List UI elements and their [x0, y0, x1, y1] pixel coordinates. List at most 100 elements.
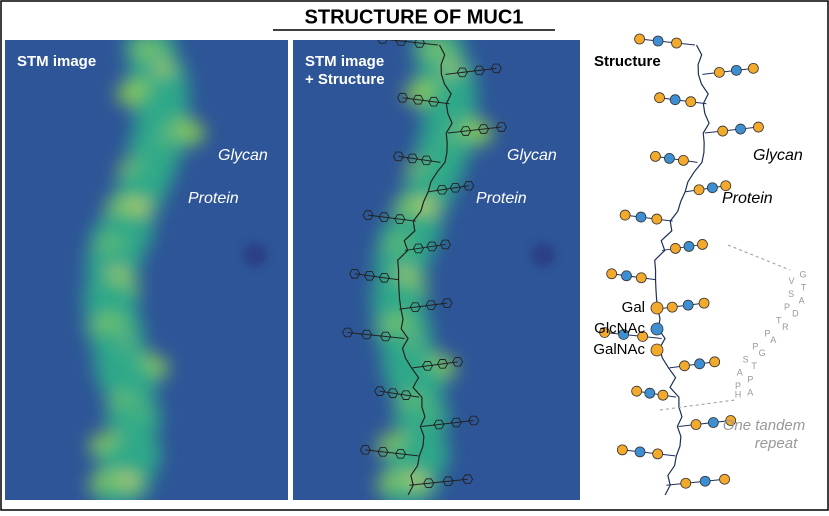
residue: A — [770, 335, 776, 345]
glycan-branch — [655, 155, 698, 163]
glycan-branch — [685, 185, 726, 193]
sugar-ring — [463, 180, 475, 191]
sugar-ring — [395, 40, 407, 46]
sugar-ring — [400, 390, 412, 400]
annotation: Glycan — [753, 147, 803, 164]
panel-label: STM image — [305, 53, 384, 70]
sugar-ring — [342, 327, 354, 338]
sugar — [654, 92, 665, 104]
glycan-branch — [622, 449, 676, 457]
sugar-ring — [468, 415, 480, 426]
sugar — [650, 150, 661, 162]
glycan-branch — [368, 214, 416, 222]
sugar — [635, 272, 647, 284]
sugar-ring — [421, 361, 434, 371]
sugar-ring — [362, 210, 374, 220]
sugar-ring — [363, 271, 376, 281]
glycan-branch — [666, 478, 725, 486]
residue: P — [747, 374, 753, 384]
sugar — [664, 152, 675, 164]
sugar-ring — [412, 243, 424, 254]
dark-spot — [531, 243, 555, 267]
sugar — [717, 125, 729, 137]
residue: H — [735, 389, 742, 399]
sugar-ring — [490, 63, 502, 74]
legend-label: Gal — [622, 299, 645, 316]
sugar — [669, 94, 681, 106]
sugar-ring — [423, 478, 435, 488]
sugar — [678, 154, 689, 166]
glycan-branch — [412, 361, 458, 369]
sugar-ring — [349, 269, 361, 279]
sugar — [683, 241, 695, 252]
legend-swatch — [650, 322, 664, 336]
glycan-branch — [421, 420, 474, 428]
sugar — [730, 64, 742, 76]
panel-label: STM image — [17, 53, 96, 70]
legend-label: GalNAc — [593, 341, 645, 358]
sugar — [720, 180, 732, 192]
sugar — [690, 419, 702, 430]
sugar-ring — [397, 92, 409, 103]
sugar — [616, 444, 628, 456]
tandem-label: One tandem — [723, 417, 806, 434]
tandem-label: repeat — [755, 435, 798, 452]
glycan-branch — [347, 331, 405, 339]
sugar — [679, 360, 690, 372]
sugar — [735, 123, 746, 135]
glycan-branch — [656, 302, 705, 310]
sugar — [709, 356, 721, 368]
glycan-branch — [636, 390, 677, 398]
sugar-ring — [460, 126, 472, 136]
sugar-ring — [392, 151, 404, 162]
legend-swatch — [650, 343, 664, 357]
glycan-branch — [402, 97, 450, 105]
title: STRUCTURE OF MUC1 — [305, 6, 524, 28]
residue: D — [792, 309, 799, 319]
glycan-branch — [445, 67, 497, 75]
stm-signal — [82, 40, 205, 500]
blob — [383, 481, 428, 500]
sugar-ring — [495, 122, 507, 132]
sugar — [725, 415, 737, 426]
residue: S — [788, 289, 794, 299]
residue: P — [752, 341, 758, 351]
residue: A — [747, 387, 753, 397]
glycan-branch — [669, 361, 715, 369]
sugar — [634, 446, 646, 458]
annotation: Glycan — [218, 147, 268, 164]
residue: A — [737, 368, 743, 378]
sugar-ring — [361, 329, 373, 340]
sugar — [644, 387, 656, 399]
glycan-branch — [678, 420, 731, 428]
sugar-ring — [426, 241, 438, 252]
residue: T — [751, 361, 757, 371]
sugar-ring — [374, 386, 386, 396]
sugar-ring — [433, 419, 445, 430]
sugar — [652, 35, 664, 47]
panel-label: Structure — [594, 53, 661, 70]
sugar — [693, 184, 705, 196]
residue: R — [782, 322, 789, 332]
sugar — [719, 473, 730, 485]
sugar — [713, 66, 725, 78]
sugar-ring — [437, 359, 449, 369]
sugar-ring — [441, 298, 453, 308]
sugar-ring — [414, 40, 426, 48]
residue: G — [799, 269, 806, 279]
glycan-branch — [611, 273, 657, 281]
sugar — [680, 477, 692, 489]
glycan-branch — [428, 185, 469, 193]
sugar-ring — [436, 184, 448, 195]
sugar — [699, 475, 711, 487]
sugar — [707, 417, 719, 428]
sugar — [634, 33, 645, 45]
glycan-branch — [387, 40, 439, 46]
sugar — [631, 385, 643, 397]
glycan-branch — [447, 126, 502, 134]
sugar — [652, 448, 664, 460]
glycan-branch — [354, 273, 400, 281]
glycan-branch — [399, 302, 448, 310]
sugar-ring — [442, 476, 454, 486]
